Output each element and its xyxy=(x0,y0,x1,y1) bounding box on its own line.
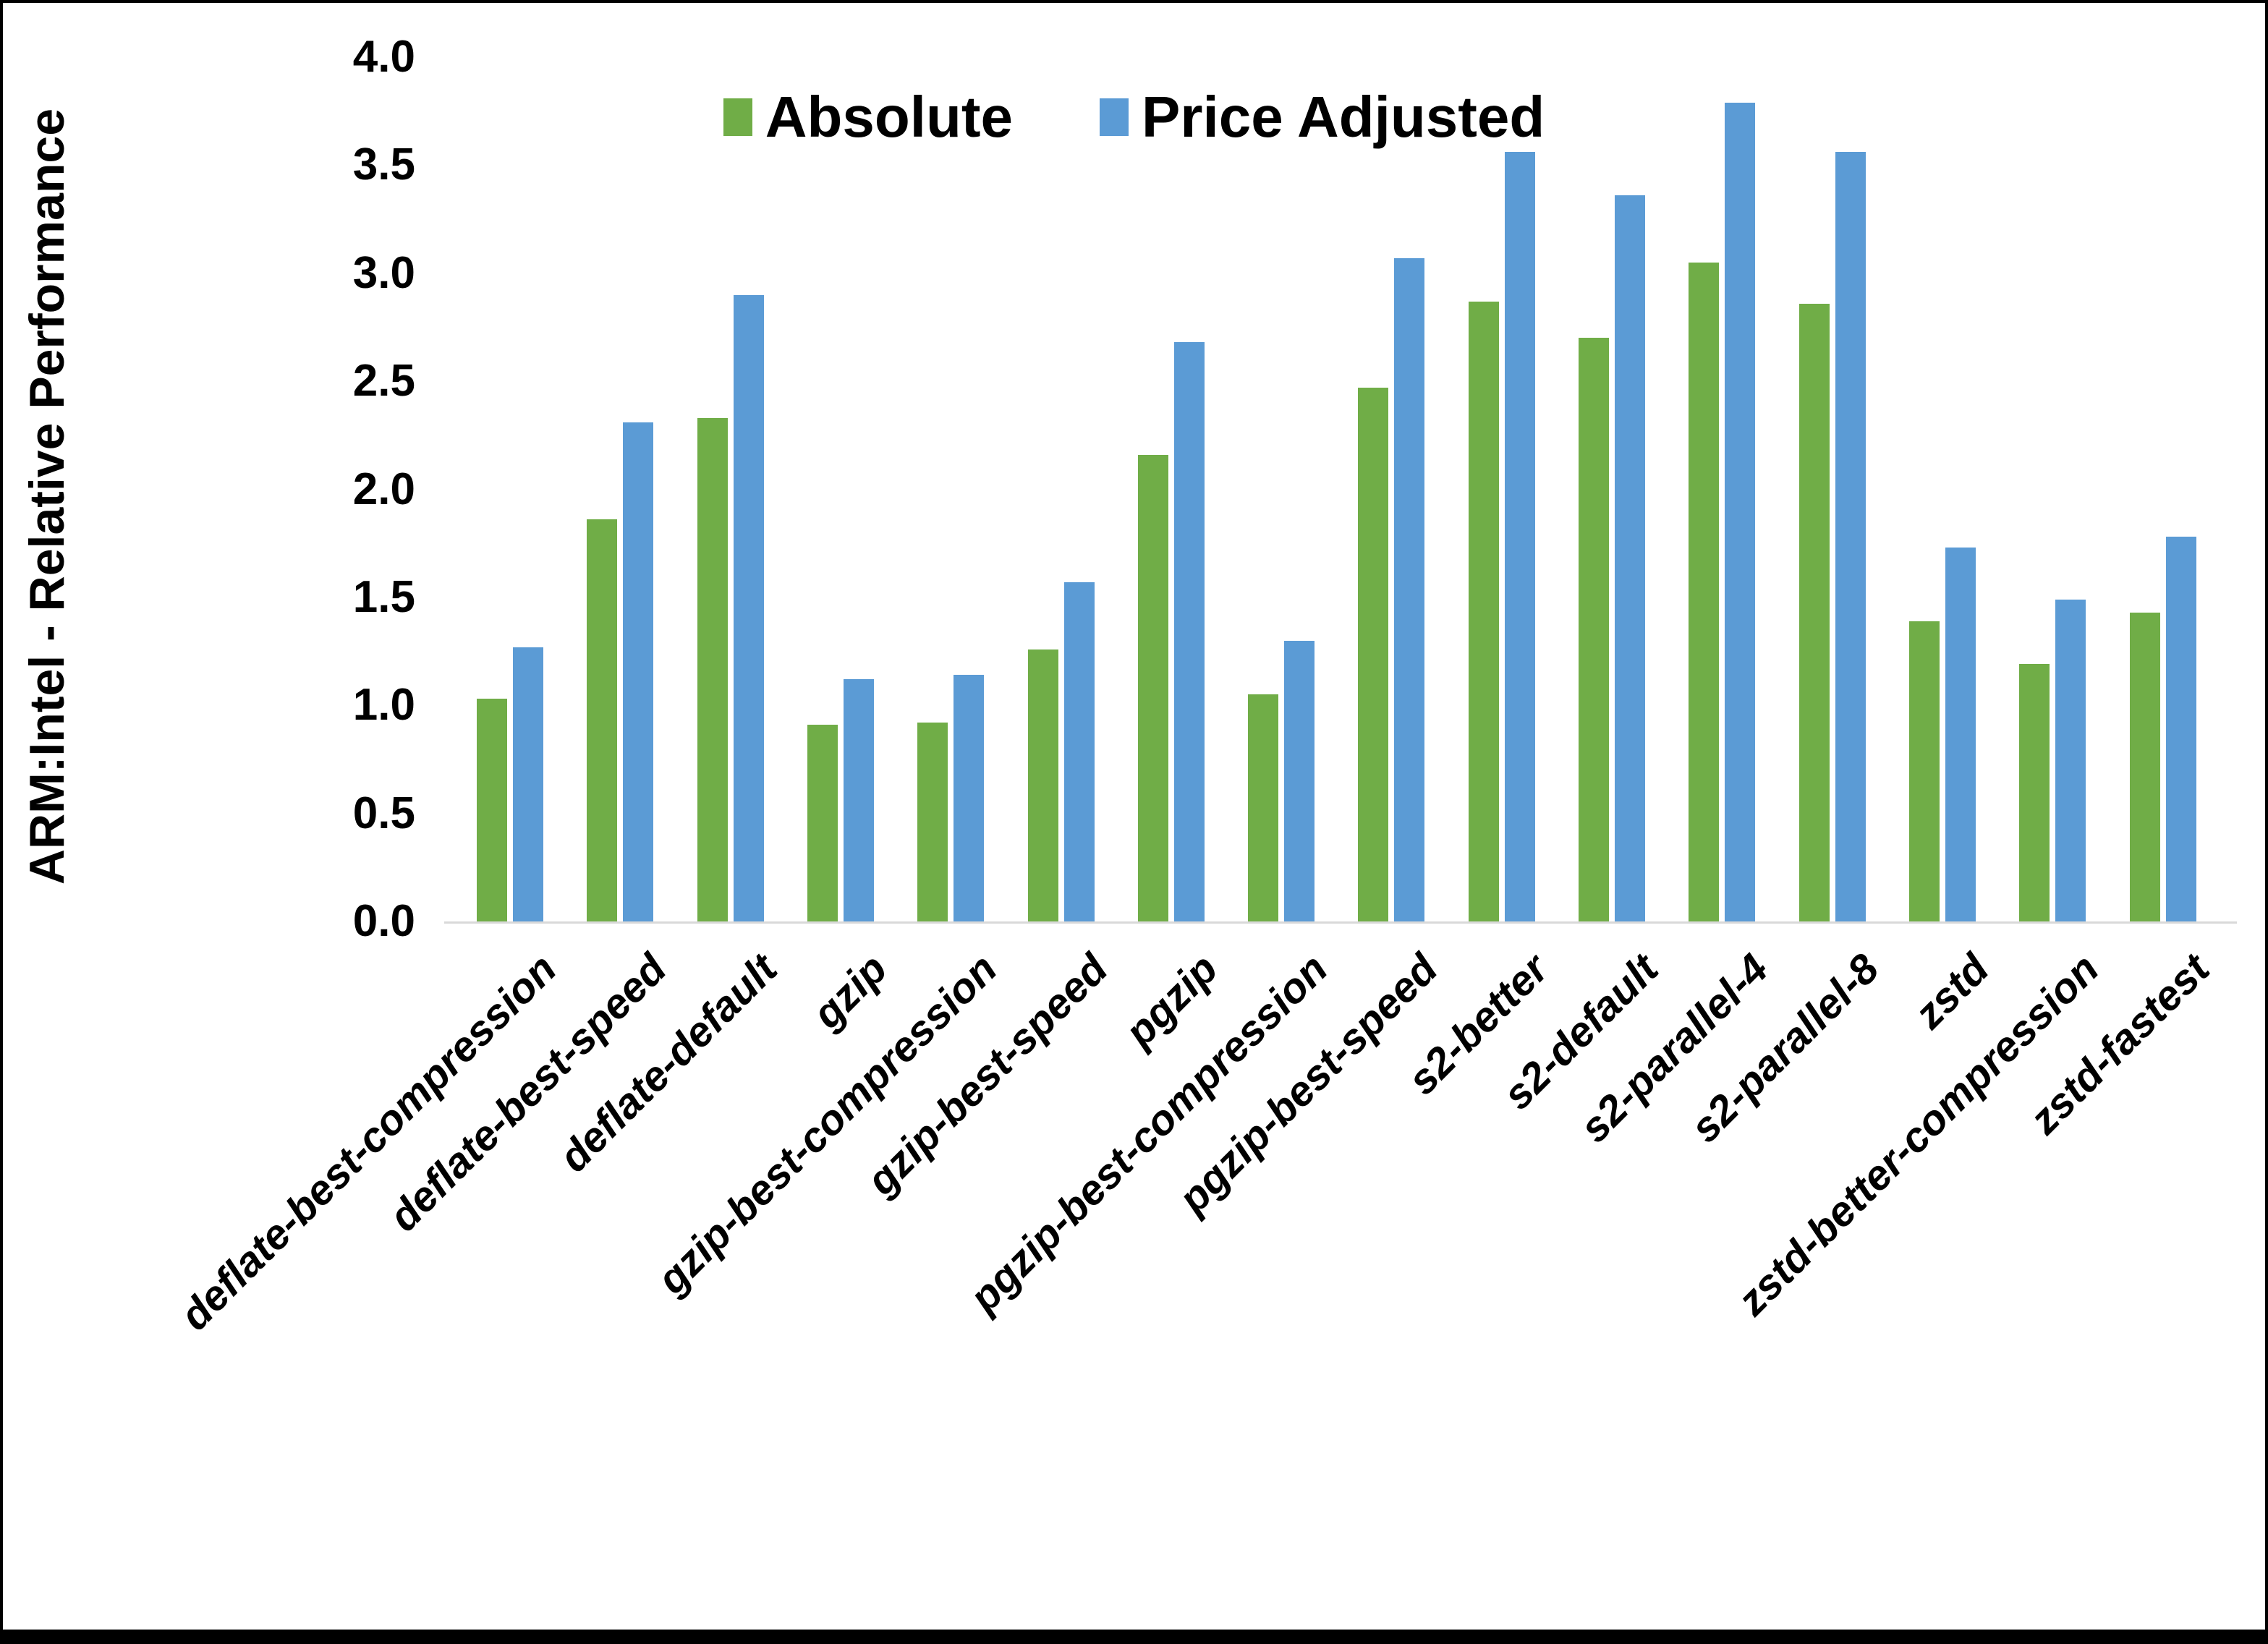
bar-price-adjusted-zstd-fastest xyxy=(2165,537,2196,921)
y-tick-label-0.5: 0.5 xyxy=(352,788,415,838)
bar-absolute-deflate-best-compression xyxy=(477,699,507,921)
legend-item-absolute: Absolute xyxy=(723,84,1013,150)
y-tick-label-1.0: 1.0 xyxy=(352,680,415,731)
bar-price-adjusted-pgzip xyxy=(1173,342,1205,921)
y-tick-label-2.5: 2.5 xyxy=(352,356,415,406)
bar-price-adjusted-gzip-best-speed xyxy=(1063,582,1095,921)
legend-label-absolute: Absolute xyxy=(765,85,1014,149)
bar-absolute-pgzip xyxy=(1137,454,1168,921)
bar-absolute-s2-parallel-4 xyxy=(1689,262,1720,921)
bar-absolute-gzip-best-speed xyxy=(1027,649,1058,921)
bar-absolute-gzip-best-compression xyxy=(917,723,948,921)
bar-absolute-s2-better xyxy=(1468,301,1499,921)
y-tick-label-0.0: 0.0 xyxy=(352,896,415,946)
bar-price-adjusted-zstd-better-compression xyxy=(2055,599,2086,921)
bar-price-adjusted-s2-parallel-4 xyxy=(1725,102,1756,921)
bar-price-adjusted-pgzip-best-compression xyxy=(1284,640,1315,921)
bar-absolute-zstd-better-compression xyxy=(2019,664,2050,921)
legend-item-price-adjusted: Price Adjusted xyxy=(1100,84,1545,150)
y-axis-title: ARM:Intel - Relative Performance xyxy=(20,108,75,885)
bar-price-adjusted-s2-better xyxy=(1504,152,1535,921)
bar-price-adjusted-pgzip-best-speed xyxy=(1394,257,1425,921)
bar-price-adjusted-zstd xyxy=(1945,548,1976,921)
bar-absolute-gzip xyxy=(807,725,838,921)
x-axis-line xyxy=(444,921,2237,924)
bar-price-adjusted-s2-parallel-8 xyxy=(1835,152,1866,921)
y-tick-label-4.0: 4.0 xyxy=(352,32,415,82)
bar-price-adjusted-s2-default xyxy=(1615,195,1645,921)
x-tick-label-zstd: zstd xyxy=(1905,945,1998,1038)
bar-absolute-s2-default xyxy=(1579,338,1609,921)
bar-price-adjusted-deflate-best-compression xyxy=(513,647,543,921)
bar-absolute-deflate-default xyxy=(697,417,728,921)
bar-price-adjusted-deflate-default xyxy=(733,294,764,921)
y-tick-label-2.0: 2.0 xyxy=(352,464,415,514)
bar-price-adjusted-gzip-best-compression xyxy=(954,675,985,921)
y-tick-label-3.0: 3.0 xyxy=(352,247,415,298)
x-tick-label-gzip: gzip xyxy=(803,945,896,1038)
legend: Absolute Price Adjusted xyxy=(3,84,2265,150)
legend-swatch-price-adjusted xyxy=(1100,98,1129,136)
bar-absolute-pgzip-best-compression xyxy=(1248,694,1279,921)
bar-price-adjusted-gzip xyxy=(843,679,874,921)
legend-label-price-adjusted: Price Adjusted xyxy=(1142,85,1545,149)
bar-absolute-zstd xyxy=(1908,621,1940,921)
bar-absolute-zstd-fastest xyxy=(2129,612,2160,921)
bar-absolute-s2-parallel-8 xyxy=(1798,303,1830,921)
bar-absolute-pgzip-best-speed xyxy=(1358,388,1389,921)
y-tick-label-1.5: 1.5 xyxy=(352,571,415,622)
bar-absolute-deflate-best-speed xyxy=(587,519,618,921)
bar-price-adjusted-deflate-best-speed xyxy=(623,422,654,921)
y-tick-label-3.5: 3.5 xyxy=(352,140,415,190)
legend-swatch-absolute xyxy=(723,98,752,136)
